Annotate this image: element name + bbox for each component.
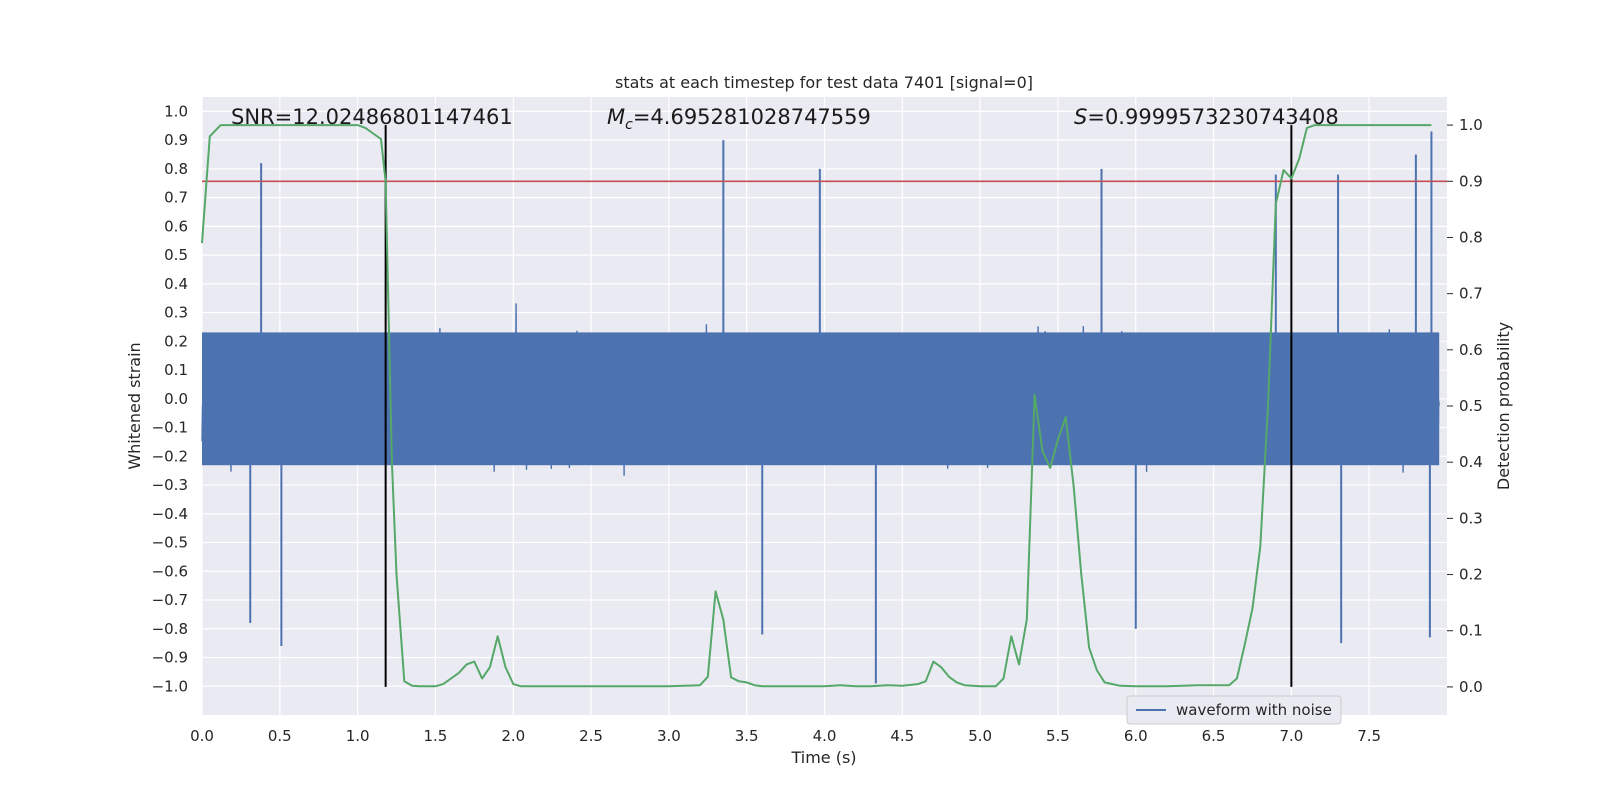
y2-tick-label: 0.0 — [1459, 678, 1483, 696]
mc-subscript: c — [625, 117, 633, 133]
s-symbol: S — [1074, 105, 1087, 129]
y-tick-label: 0.9 — [164, 131, 188, 149]
annotation-snr: SNR=12.02486801147461 — [231, 105, 513, 129]
x-tick-label: 1.0 — [346, 727, 370, 745]
annotation-chirp-mass: Mc=4.695281028747559 — [607, 105, 871, 133]
y-tick-label: 0.3 — [164, 304, 188, 322]
y-tick-label: 0.0 — [164, 390, 188, 408]
y-tick-label: 1.0 — [164, 102, 188, 120]
x-tick-labels: 0.0 0.5 1.0 1.5 2.0 2.5 3.0 3.5 4.0 4.5 5.0 5.5 6.0 6… — [190, 727, 1381, 745]
y-tick-labels: 1.0 0.9 0.8 0.7 0.6 0.5 0.4 0.3 0.2 0.1 0.0 −0.1 −0.… — [152, 102, 188, 695]
legend-box — [1126, 695, 1342, 725]
y2-tick-label: 0.4 — [1459, 453, 1483, 471]
y-tick-label: 0.7 — [164, 189, 188, 207]
y2-tick-label: 0.5 — [1459, 397, 1483, 415]
y-tick-label: −0.3 — [152, 476, 188, 494]
y-tick-label: 0.5 — [164, 246, 188, 264]
x-tick-label: 7.5 — [1357, 727, 1381, 745]
x-axis-label: Time (s) — [790, 748, 856, 767]
y2-tick-label: 0.8 — [1459, 228, 1483, 246]
x-tick-label: 4.0 — [813, 727, 837, 745]
mc-symbol: M — [607, 105, 625, 129]
chart-title: stats at each timestep for test data 740… — [615, 73, 1033, 92]
y-axis-label: Whitened strain — [125, 342, 144, 469]
y-tick-label: −0.9 — [152, 649, 188, 667]
x-tick-label: 7.0 — [1279, 727, 1303, 745]
x-tick-label: 2.5 — [579, 727, 603, 745]
y2-tick-label: 0.2 — [1459, 566, 1483, 584]
y-tick-label: −0.1 — [152, 419, 188, 437]
y-tick-label: 0.6 — [164, 217, 188, 235]
probability-line — [201, 124, 1432, 688]
y2-axis-label: Detection probability — [1494, 322, 1513, 490]
mc-value: =4.695281028747559 — [633, 105, 871, 129]
x-tick-label: 0.0 — [190, 727, 214, 745]
x-tick-label: 2.0 — [501, 727, 525, 745]
probability-series — [201, 124, 1432, 688]
y2-tick-label: 0.6 — [1459, 341, 1483, 359]
x-tick-label: 5.0 — [968, 727, 992, 745]
y-tick-label: −1.0 — [152, 677, 188, 695]
x-tick-label: 6.5 — [1202, 727, 1226, 745]
waveform-series — [201, 131, 1440, 684]
y-tick-label: −0.8 — [152, 620, 188, 638]
y-tick-label: 0.2 — [164, 332, 188, 350]
y2-tick-labels: 1.0 0.9 0.8 0.7 0.6 0.5 0.4 0.3 0.2 0.1 0.0 — [1447, 116, 1483, 696]
x-tick-label: 0.5 — [268, 727, 292, 745]
y2-tick-label: 0.7 — [1459, 285, 1483, 303]
y-tick-label: −0.7 — [152, 591, 188, 609]
x-tick-label: 4.5 — [890, 727, 914, 745]
y-tick-label: −0.4 — [152, 505, 188, 523]
y-tick-label: −0.2 — [152, 447, 188, 465]
y-tick-label: 0.4 — [164, 275, 188, 293]
y-tick-label: −0.6 — [152, 562, 188, 580]
y2-tick-label: 0.3 — [1459, 509, 1483, 527]
y-tick-label: −0.5 — [152, 534, 188, 552]
x-tick-label: 6.0 — [1124, 727, 1148, 745]
s-value: =0.9999573230743408 — [1087, 105, 1338, 129]
y2-tick-label: 1.0 — [1459, 116, 1483, 134]
legend: waveform with noise — [1126, 695, 1342, 725]
y-tick-label: 0.1 — [164, 361, 188, 379]
annotation-score: S=0.9999573230743408 — [1074, 105, 1339, 129]
y-tick-label: 0.8 — [164, 160, 188, 178]
legend-label-waveform: waveform with noise — [1176, 701, 1332, 719]
x-tick-label: 1.5 — [424, 727, 448, 745]
y2-tick-label: 0.9 — [1459, 172, 1483, 190]
x-tick-label: 3.0 — [657, 727, 681, 745]
x-tick-label: 5.5 — [1046, 727, 1070, 745]
y2-tick-label: 0.1 — [1459, 622, 1483, 640]
x-tick-label: 3.5 — [735, 727, 759, 745]
